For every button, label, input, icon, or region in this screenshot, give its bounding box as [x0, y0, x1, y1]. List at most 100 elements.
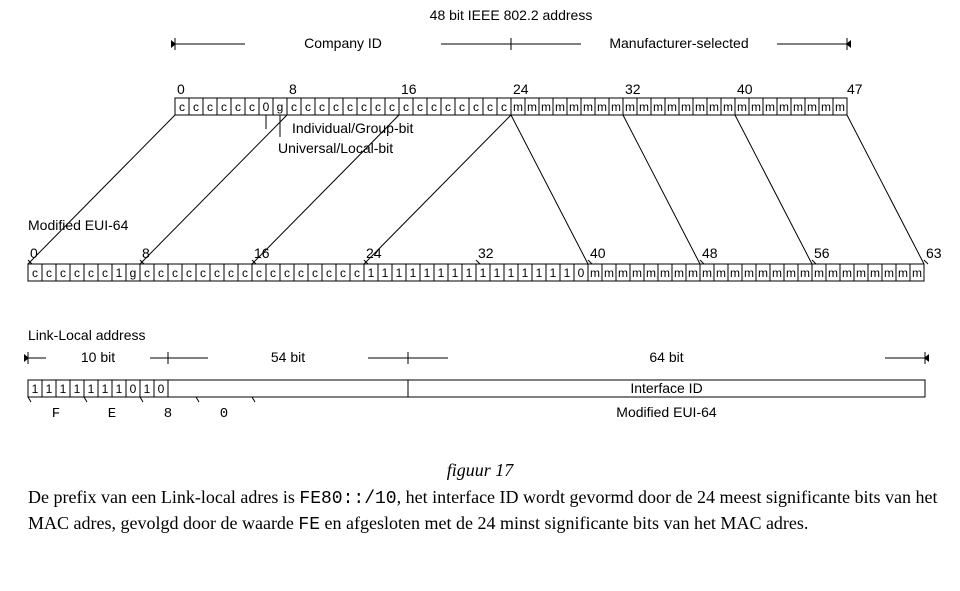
svg-text:m: m: [800, 266, 810, 280]
svg-text:c: c: [32, 266, 38, 280]
svg-text:m: m: [912, 266, 922, 280]
svg-text:Modified EUI-64: Modified EUI-64: [616, 404, 717, 420]
svg-text:1: 1: [60, 382, 67, 396]
svg-text:c: c: [214, 266, 220, 280]
svg-text:40: 40: [590, 245, 606, 261]
svg-text:m: m: [653, 100, 663, 114]
svg-text:c: c: [312, 266, 318, 280]
svg-text:c: c: [389, 100, 395, 114]
svg-text:1: 1: [382, 266, 389, 280]
svg-text:47: 47: [847, 81, 863, 97]
svg-text:1: 1: [438, 266, 445, 280]
svg-text:c: c: [144, 266, 150, 280]
svg-text:m: m: [709, 100, 719, 114]
svg-text:m: m: [660, 266, 670, 280]
svg-text:c: c: [179, 100, 185, 114]
svg-text:1: 1: [144, 382, 151, 396]
svg-text:m: m: [842, 266, 852, 280]
svg-text:m: m: [751, 100, 761, 114]
svg-text:1: 1: [410, 266, 417, 280]
svg-text:1: 1: [368, 266, 375, 280]
svg-text:8: 8: [142, 245, 150, 261]
svg-text:m: m: [681, 100, 691, 114]
svg-text:0: 0: [158, 382, 165, 396]
svg-text:1: 1: [536, 266, 543, 280]
svg-text:c: c: [228, 266, 234, 280]
svg-text:c: c: [207, 100, 213, 114]
svg-text:m: m: [646, 266, 656, 280]
svg-text:c: c: [186, 266, 192, 280]
svg-text:Company ID: Company ID: [304, 35, 382, 51]
svg-text:c: c: [305, 100, 311, 114]
svg-text:0: 0: [130, 382, 137, 396]
svg-text:c: c: [326, 266, 332, 280]
svg-text:m: m: [632, 266, 642, 280]
svg-text:8: 8: [289, 81, 297, 97]
svg-text:m: m: [604, 266, 614, 280]
svg-text:Manufacturer-selected: Manufacturer-selected: [609, 35, 748, 51]
svg-text:m: m: [618, 266, 628, 280]
svg-text:8: 8: [164, 406, 172, 422]
svg-text:63: 63: [926, 245, 942, 261]
svg-text:m: m: [814, 266, 824, 280]
svg-text:64 bit: 64 bit: [649, 349, 683, 365]
svg-text:0: 0: [220, 406, 228, 422]
svg-text:m: m: [569, 100, 579, 114]
svg-text:c: c: [193, 100, 199, 114]
svg-text:24: 24: [366, 245, 382, 261]
svg-text:32: 32: [625, 81, 641, 97]
svg-text:F: F: [52, 406, 60, 422]
svg-text:c: c: [319, 100, 325, 114]
svg-text:1: 1: [88, 382, 95, 396]
svg-text:1: 1: [494, 266, 501, 280]
svg-text:c: c: [249, 100, 255, 114]
svg-text:m: m: [835, 100, 845, 114]
svg-text:m: m: [765, 100, 775, 114]
svg-text:c: c: [74, 266, 80, 280]
svg-text:m: m: [821, 100, 831, 114]
svg-text:1: 1: [102, 382, 109, 396]
svg-text:m: m: [737, 100, 747, 114]
svg-text:m: m: [611, 100, 621, 114]
para-post: en afgesloten met de 24 minst significan…: [320, 513, 808, 533]
svg-text:48 bit IEEE 802.2 address: 48 bit IEEE 802.2 address: [430, 7, 593, 23]
svg-text:c: c: [445, 100, 451, 114]
svg-text:1: 1: [480, 266, 487, 280]
svg-text:m: m: [639, 100, 649, 114]
svg-text:1: 1: [32, 382, 39, 396]
svg-text:c: c: [333, 100, 339, 114]
svg-text:c: c: [298, 266, 304, 280]
svg-text:1: 1: [508, 266, 515, 280]
svg-text:c: c: [270, 266, 276, 280]
figure-caption: figuur 17: [0, 460, 960, 481]
svg-text:m: m: [758, 266, 768, 280]
svg-text:c: c: [256, 266, 262, 280]
svg-text:c: c: [473, 100, 479, 114]
svg-text:m: m: [807, 100, 817, 114]
svg-text:m: m: [583, 100, 593, 114]
svg-text:c: c: [221, 100, 227, 114]
svg-text:16: 16: [401, 81, 417, 97]
svg-text:1: 1: [74, 382, 81, 396]
svg-text:g: g: [277, 100, 284, 114]
diagram-svg: 48 bit IEEE 802.2 address Company ID Manuf…: [0, 0, 960, 450]
svg-text:m: m: [555, 100, 565, 114]
svg-text:m: m: [856, 266, 866, 280]
svg-text:m: m: [667, 100, 677, 114]
svg-text:c: c: [284, 266, 290, 280]
svg-text:m: m: [625, 100, 635, 114]
svg-text:10 bit: 10 bit: [81, 349, 115, 365]
svg-text:m: m: [716, 266, 726, 280]
svg-text:0: 0: [30, 245, 38, 261]
para-code2: FE: [298, 515, 320, 535]
svg-text:48: 48: [702, 245, 718, 261]
svg-text:m: m: [527, 100, 537, 114]
svg-text:c: c: [501, 100, 507, 114]
svg-text:m: m: [898, 266, 908, 280]
paragraph: De prefix van een Link-local adres is FE…: [28, 485, 938, 538]
para-pre: De prefix van een Link-local adres is: [28, 487, 299, 507]
svg-text:c: c: [158, 266, 164, 280]
svg-text:c: c: [340, 266, 346, 280]
svg-text:m: m: [786, 266, 796, 280]
svg-text:c: c: [354, 266, 360, 280]
